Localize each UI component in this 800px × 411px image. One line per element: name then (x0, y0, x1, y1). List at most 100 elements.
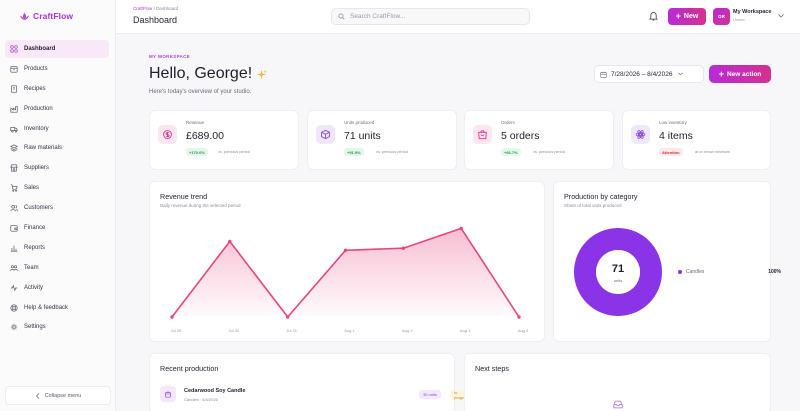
revenue-point[interactable] (459, 226, 463, 231)
sidebar-item-label: Production (24, 105, 53, 112)
kpi-value: 71 units (344, 130, 381, 142)
kpi-label: Orders (501, 120, 515, 125)
sidebar-item-sales[interactable]: Sales (5, 179, 109, 197)
greeting-heading: Hello, George! (149, 65, 268, 83)
kpi-icon-box (631, 125, 650, 144)
x-tick-label: Aug 1 (344, 328, 355, 333)
bell-icon (648, 11, 659, 21)
sidebar-item-finance[interactable]: Finance (5, 219, 109, 237)
sidebar-item-label: Reports (24, 244, 46, 251)
date-range-picker[interactable]: 7/28/2026 – 8/4/2026 (594, 65, 704, 83)
production-category-card: Production by category Share of total un… (553, 181, 781, 342)
sidebar-item-reports[interactable]: Reports (5, 239, 109, 257)
sidebar-item-dashboard[interactable]: Dashboard (5, 40, 109, 58)
box-icon (10, 66, 18, 73)
revenue-area (172, 228, 519, 317)
currency-icon (163, 130, 172, 139)
greeting-subtitle: Here's today's overview of your studio. (149, 89, 252, 95)
kpi-label: Units produced (344, 120, 375, 125)
sidebar-item-label: Finance (24, 225, 46, 232)
workspace-avatar[interactable]: GR (713, 8, 730, 25)
candle-icon (165, 391, 171, 398)
next-steps-card: Next steps (464, 353, 771, 411)
sidebar-item-activity[interactable]: Activity (5, 279, 109, 297)
revenue-point[interactable] (170, 315, 174, 319)
grid-icon (10, 45, 18, 53)
greeting-text: Hello, George! (149, 65, 253, 82)
search-input[interactable]: Search CraftFlow... (331, 8, 530, 25)
inbox-icon (613, 400, 623, 409)
kpi-card[interactable]: Orders 5 orders +66.7% vs. previous period (464, 110, 614, 170)
kpi-icon-box (316, 125, 335, 144)
sidebar-item-settings[interactable]: Settings (5, 318, 109, 336)
kpi-label: Revenue (186, 120, 205, 125)
app-logo[interactable]: CraftFlow (19, 11, 73, 21)
production-item-name[interactable]: Cedarwood Soy Candle (184, 388, 246, 394)
revenue-point[interactable] (285, 315, 290, 319)
truck-icon (10, 126, 18, 133)
sidebar-item-raw-materials[interactable]: Raw materials (5, 139, 109, 157)
breadcrumb-root[interactable]: CraftFlow (133, 6, 153, 11)
wallet-icon (10, 225, 18, 232)
sidebar-item-label: Raw materials (24, 145, 63, 152)
kpi-card[interactable]: Revenue £689.00 +170.0% vs. previous period (149, 110, 299, 170)
sidebar-item-help-feedback[interactable]: Help & feedback (5, 299, 109, 317)
revenue-point[interactable] (228, 239, 232, 244)
new-action-button[interactable]: + New action (709, 65, 771, 83)
donut-center-label: units (613, 278, 623, 283)
sidebar-item-products[interactable]: Products (5, 60, 109, 78)
search-placeholder: Search CraftFlow... (350, 13, 406, 20)
chart-icon (10, 245, 18, 252)
app-name: CraftFlow (33, 11, 74, 21)
category-donut-chart (574, 228, 662, 316)
revenue-chart (170, 226, 521, 319)
revenue-point[interactable] (401, 246, 406, 250)
kpi-icon-box (473, 125, 492, 144)
sidebar-item-team[interactable]: Team (5, 259, 109, 277)
sidebar-item-production[interactable]: Production (5, 100, 109, 118)
kpi-card[interactable]: Units produced 71 units +91.9% vs. previous… (307, 110, 457, 170)
sidebar-nav: Dashboard Products Recipes Production Invent… (5, 40, 109, 338)
revenue-point[interactable] (517, 315, 521, 319)
workspace-name[interactable]: My Workspace (733, 9, 772, 15)
sidebar-item-recipes[interactable]: Recipes (5, 80, 109, 98)
revenue-trend-subtitle: Daily revenue during the selected period (160, 203, 241, 208)
donut-center-value: 71 (611, 263, 625, 275)
kpi-change-badge: Attention (659, 148, 683, 156)
sidebar-item-label: Products (24, 65, 48, 72)
kpi-card[interactable]: Low inventory 4 items Attention at or below… (622, 110, 771, 170)
new-button[interactable]: + New (668, 8, 706, 25)
workspace-eyebrow: MY WORKSPACE (149, 54, 190, 59)
kpi-value: 4 items (659, 130, 693, 142)
collapse-menu-button[interactable]: Collapse menu (5, 386, 111, 405)
kpi-note: vs. previous period (376, 150, 408, 154)
workspace-menu-toggle[interactable] (778, 13, 784, 20)
cube-icon (321, 129, 330, 140)
donut-slice[interactable] (574, 228, 662, 316)
sidebar-item-label: Team (24, 264, 39, 271)
revenue-point[interactable] (343, 248, 348, 253)
breadcrumb-current: Dashboard (156, 6, 179, 11)
units-badge: 30 units (419, 390, 442, 399)
sidebar-item-label: Customers (24, 205, 54, 212)
team-icon (10, 265, 18, 271)
x-tick-label: Jul 28 (170, 328, 182, 333)
legend-label: Candles (686, 269, 705, 275)
chevron-down-icon (778, 14, 784, 18)
kpi-value: £689.00 (186, 130, 224, 142)
kpi-note: vs. previous period (218, 150, 250, 154)
kpi-value: 5 orders (501, 130, 540, 142)
sparkle-icon (257, 69, 268, 79)
revenue-trend-card: Revenue trend Daily revenue during the s… (149, 181, 545, 342)
sidebar-item-suppliers[interactable]: Suppliers (5, 159, 109, 177)
plus-icon: + (718, 68, 724, 79)
kpi-change-badge: +170.0% (186, 148, 208, 156)
sidebar-item-inventory[interactable]: Inventory (5, 120, 109, 138)
breadcrumb-separator: / (153, 6, 155, 11)
layers-icon (10, 144, 18, 153)
notifications-button[interactable] (648, 11, 659, 23)
date-range-value: 7/28/2026 – 8/4/2026 (611, 70, 673, 78)
page-title: Dashboard (133, 15, 178, 25)
store-icon (10, 164, 18, 172)
sidebar-item-customers[interactable]: Customers (5, 199, 109, 217)
